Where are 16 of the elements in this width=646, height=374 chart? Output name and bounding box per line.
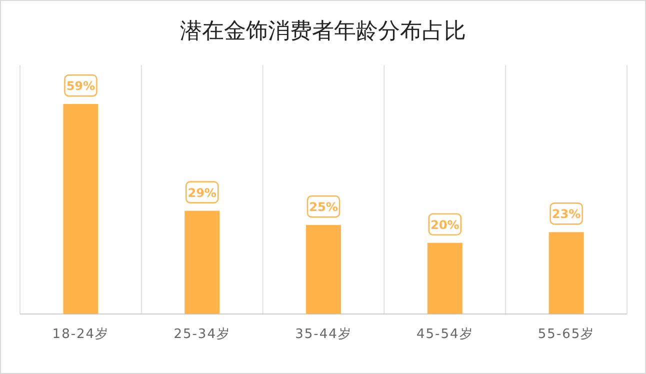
x-tick-label: 45-54岁 xyxy=(416,327,474,342)
data-label: 25% xyxy=(309,200,338,214)
x-tick-label: 25-34岁 xyxy=(174,327,230,342)
bar xyxy=(548,232,584,314)
data-label: 29% xyxy=(188,186,216,200)
x-tick-label: 35-44岁 xyxy=(295,327,352,342)
chart-title: 潜在金饰消费者年龄分布占比 xyxy=(180,19,466,44)
x-tick-label: 18-24岁 xyxy=(52,327,110,342)
bar xyxy=(184,210,220,314)
bar xyxy=(427,242,462,314)
x-tick-label: 55-65岁 xyxy=(538,327,595,342)
bar xyxy=(306,225,341,314)
data-label: 23% xyxy=(552,207,581,222)
data-label: 59% xyxy=(66,79,96,93)
bar xyxy=(63,104,98,314)
data-label: 20% xyxy=(430,218,460,232)
